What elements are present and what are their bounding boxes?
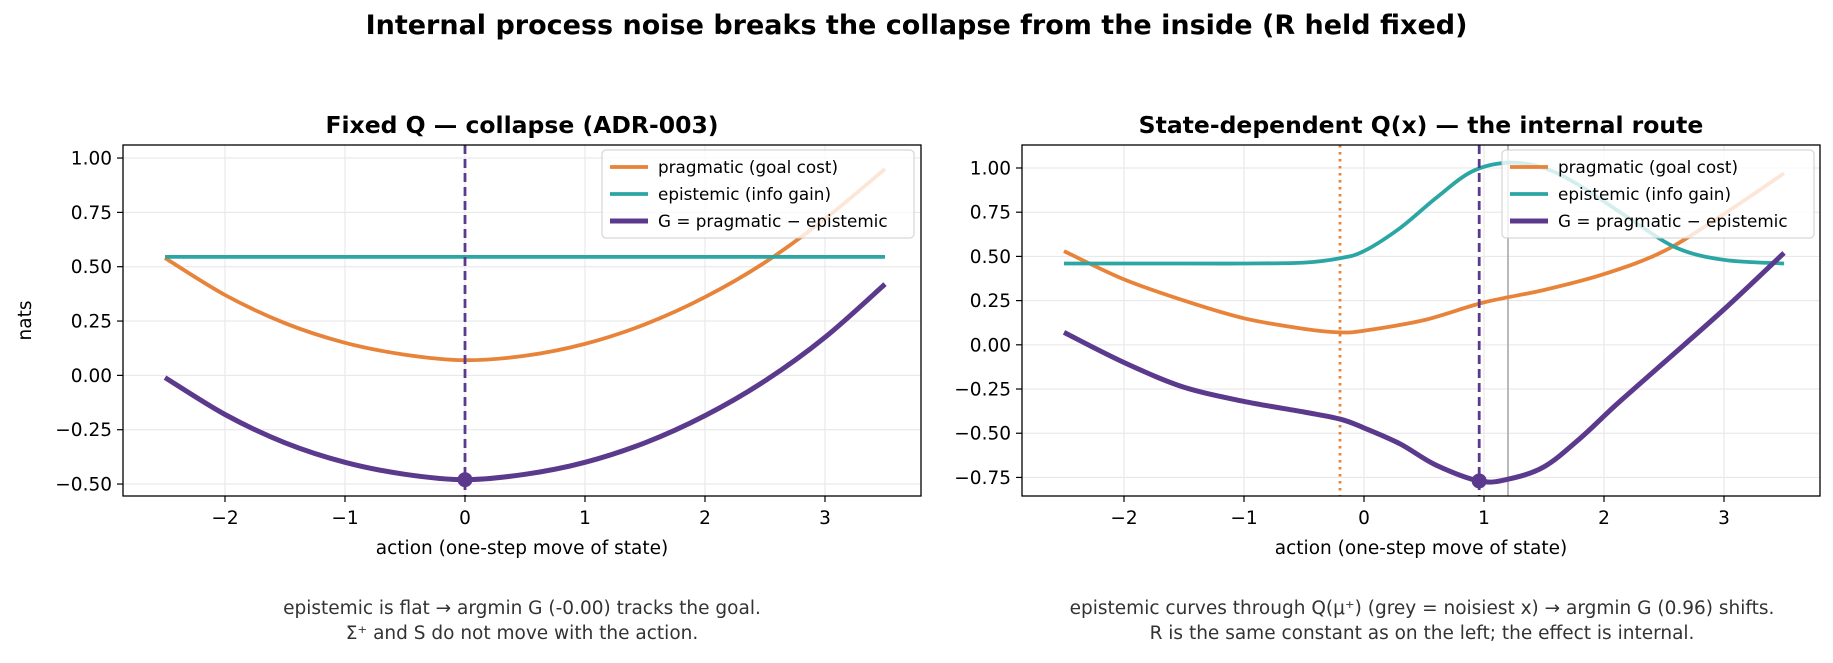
x-tick-label: 0	[1358, 508, 1370, 529]
y-tick-label: 0.00	[71, 366, 112, 387]
left-caption: epistemic is flat → argmin G (-0.00) tra…	[122, 596, 922, 646]
y-tick-label: 0.75	[71, 203, 112, 224]
x-tick-label: 2	[1598, 508, 1610, 529]
y-tick-label: 0.50	[71, 257, 112, 278]
series-line-pragmatic	[1063, 171, 1786, 335]
legend-label-pragmatic: pragmatic (goal cost)	[1558, 157, 1738, 177]
chart-title: Fixed Q — collapse (ADR-003)	[325, 111, 718, 139]
series-line-G	[163, 282, 887, 483]
y-tick-label: −0.75	[954, 468, 1011, 489]
argmin-point	[457, 472, 473, 488]
axes-frame	[1021, 144, 1821, 497]
y-tick-label: 1.00	[970, 158, 1011, 179]
x-tick-label: 1	[1478, 508, 1490, 529]
y-tick-label: 0.25	[970, 291, 1011, 312]
x-tick-label: 3	[819, 508, 831, 529]
legend: pragmatic (goal cost) epistemic (info gai…	[601, 149, 915, 239]
y-tick-label: −0.25	[954, 380, 1011, 401]
figure-title: Internal process noise breaks the collap…	[365, 10, 1468, 41]
y-tick-label: −0.50	[55, 475, 112, 496]
legend-label-epistemic: epistemic (info gain)	[1558, 184, 1731, 204]
legend-label-epistemic: epistemic (info gain)	[658, 184, 831, 204]
y-tick-label: 1.00	[71, 149, 112, 170]
y-tick-label: 0.75	[970, 203, 1011, 224]
y-axis-label: nats	[15, 301, 36, 341]
legend: pragmatic (goal cost) epistemic (info gai…	[1501, 149, 1815, 239]
chart-title: State-dependent Q(x) — the internal rout…	[1139, 111, 1704, 139]
x-axis-label: action (one-step move of state)	[1275, 538, 1567, 559]
right-caption-line-1: epistemic curves through Q(μ⁺) (grey = n…	[1069, 598, 1775, 619]
x-tick-label: 2	[699, 508, 711, 529]
y-tick-label: 0.25	[71, 312, 112, 333]
legend-label-G: G = pragmatic − epistemic	[1558, 211, 1788, 231]
legend-box	[1501, 149, 1815, 239]
right-caption: epistemic curves through Q(μ⁺) (grey = n…	[1022, 596, 1822, 646]
legend-box	[601, 149, 915, 239]
y-tick-label: 0.00	[970, 335, 1011, 356]
y-tick-label: −0.25	[55, 420, 112, 441]
argmin-point	[1471, 473, 1487, 489]
y-tick-label: −0.50	[954, 424, 1011, 445]
x-tick-label: −1	[1230, 508, 1257, 529]
x-tick-label: 3	[1718, 508, 1730, 529]
x-tick-label: 0	[459, 508, 471, 529]
y-tick-label: 0.50	[970, 247, 1011, 268]
x-tick-label: −1	[331, 508, 358, 529]
legend-label-G: G = pragmatic − epistemic	[658, 211, 888, 231]
left-chart-panel: −2 −1 0 1 2 3 −0.50 −0.25 0.00 0.25 0.50 0.75 1.00 Fi…	[15, 111, 922, 559]
legend-label-pragmatic: pragmatic (goal cost)	[658, 157, 838, 177]
right-chart-panel: −2 −1 0 1 2 3 −0.75 −0.50 −0.25 0.00 0.25 0.50 0.75 1…	[954, 111, 1821, 559]
x-axis-label: action (one-step move of state)	[376, 538, 668, 559]
left-caption-line-2: Σ⁺ and S do not move with the action.	[345, 623, 699, 644]
x-tick-label: −2	[1110, 508, 1137, 529]
x-tick-label: −2	[211, 508, 238, 529]
x-tick-label: 1	[579, 508, 591, 529]
left-caption-line-1: epistemic is flat → argmin G (-0.00) tra…	[283, 598, 761, 619]
series-line-pragmatic	[163, 167, 887, 363]
right-caption-line-2: R is the same constant as on the left; t…	[1149, 623, 1695, 644]
series-line-G	[1062, 251, 1786, 485]
